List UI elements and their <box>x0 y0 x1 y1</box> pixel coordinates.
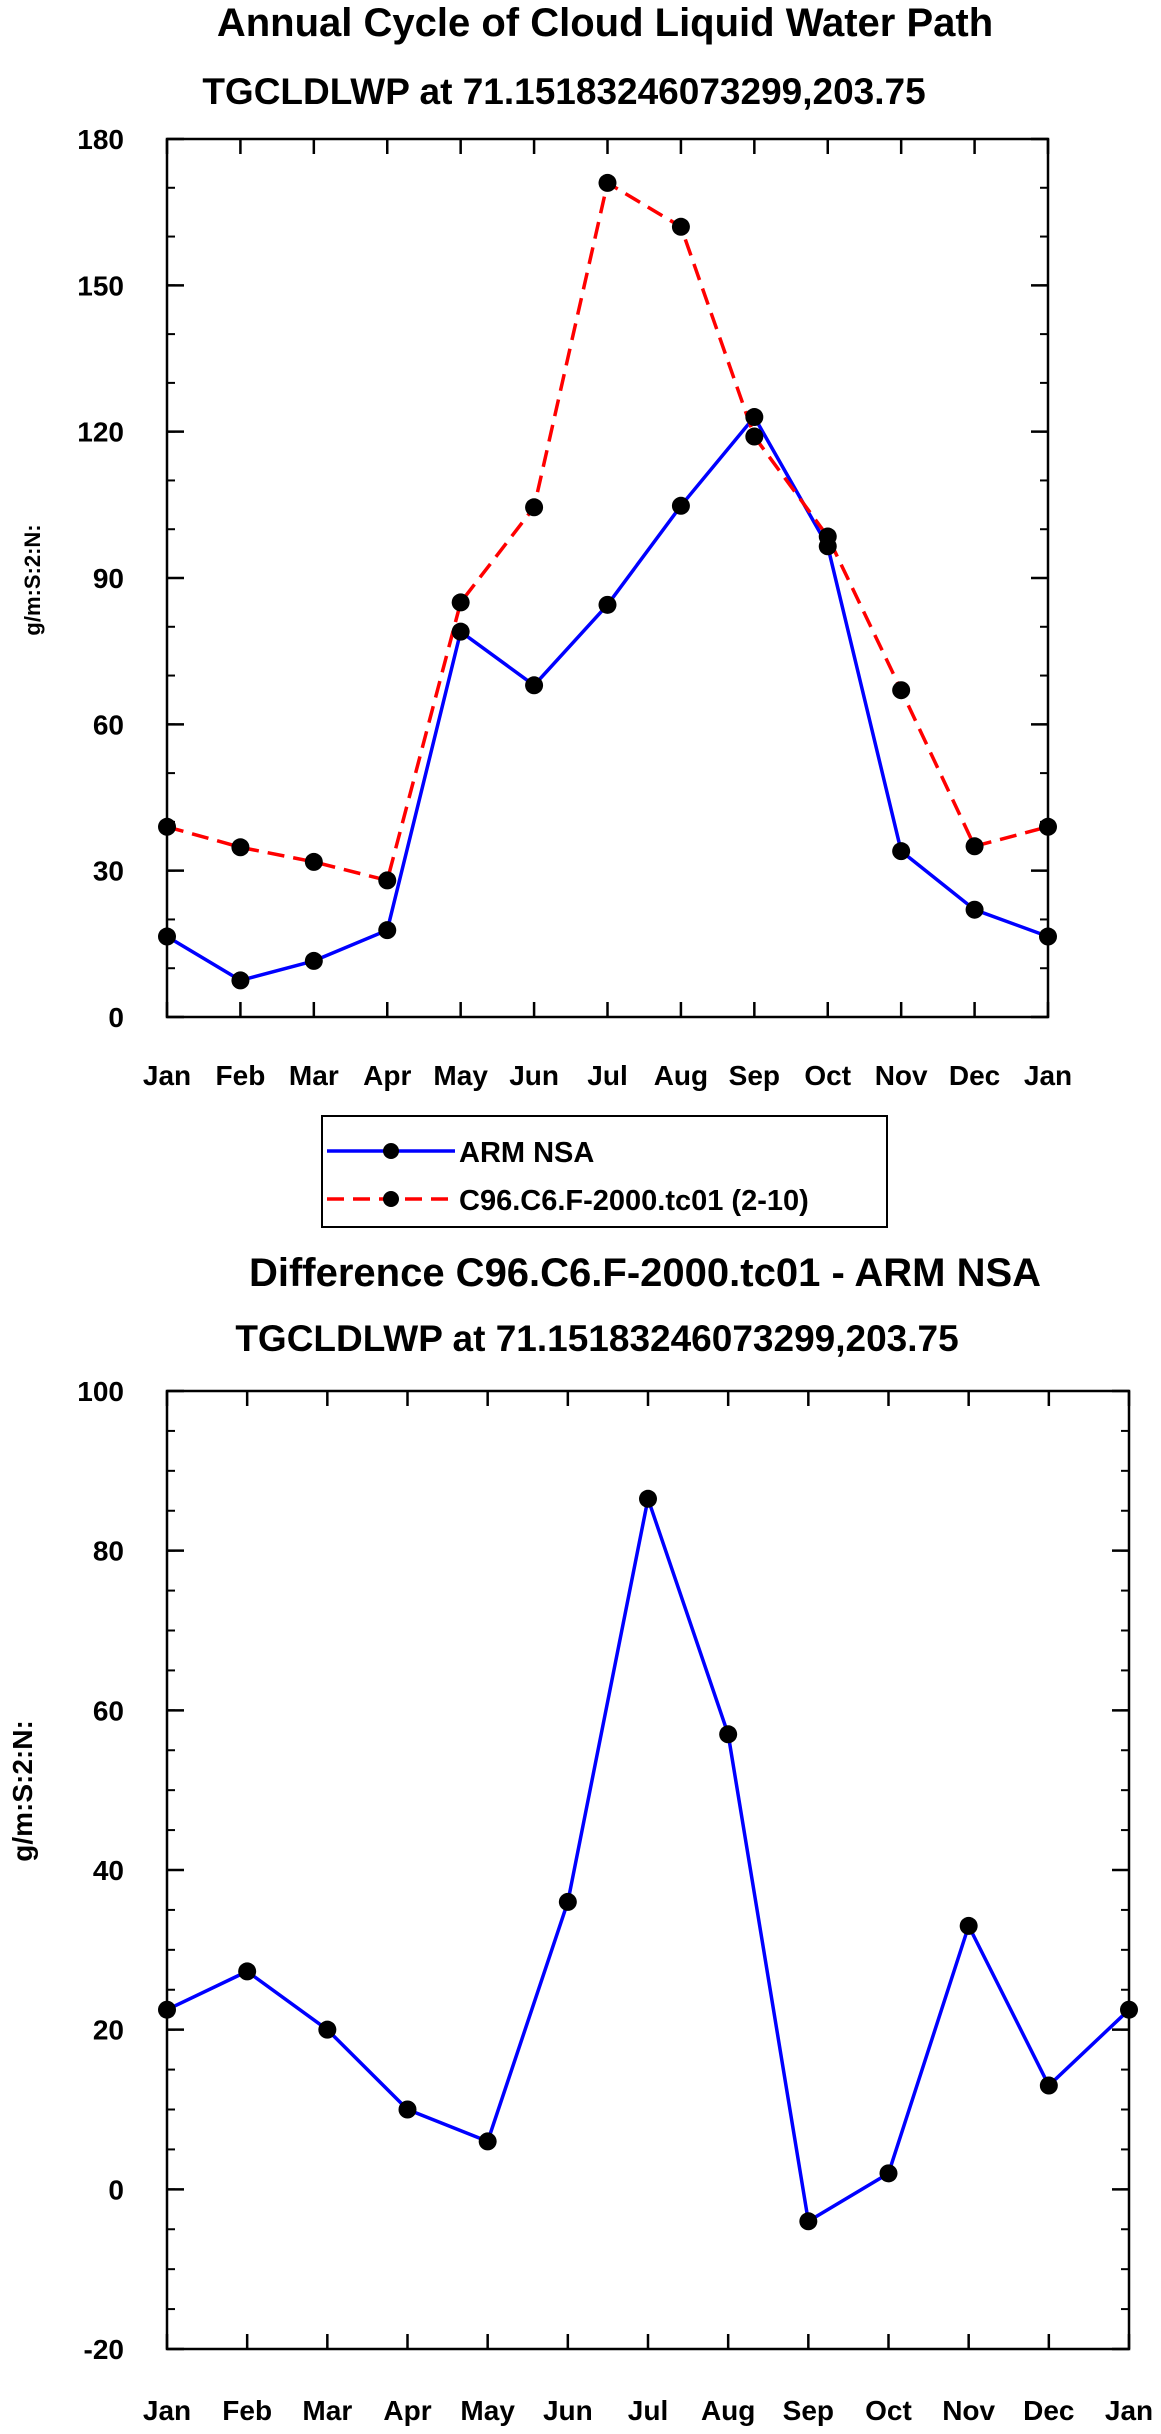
chart2-x-tick-label: Jul <box>628 2395 668 2426</box>
chart2-x-tick-label: May <box>460 2395 515 2426</box>
chart1-series-1-point <box>671 496 690 515</box>
chart1-y-tick-label: 0 <box>108 1002 124 1033</box>
chart1-series-2-point <box>598 173 617 192</box>
chart2-series-1-point <box>639 1489 657 1508</box>
chart1-series-2-point <box>378 871 397 890</box>
chart1-x-tick-label: Jan <box>143 1060 191 1091</box>
chart1-series-2-point <box>231 838 250 857</box>
chart1-x-tick-label: Apr <box>363 1060 411 1091</box>
chart2-series-1-point <box>558 1892 577 1911</box>
chart2-series-1-point <box>398 2100 417 2119</box>
chart1-plot-frame <box>165 137 1050 1019</box>
chart1-x-tick-label: Dec <box>949 1060 1000 1091</box>
legend-box <box>321 1115 888 1228</box>
chart1-y-tick-label: 150 <box>77 270 124 301</box>
chart2-x-tick-label: Oct <box>865 2395 912 2426</box>
chart1-subtitle: TGCLDLWP at 71.15183246073299,203.75 <box>202 71 925 112</box>
chart2-series-1-point <box>238 1962 257 1981</box>
chart1-x-tick-label: Feb <box>216 1060 266 1091</box>
chart1-x-tick-label: Oct <box>804 1060 851 1091</box>
chart1-x-tick-label: Jul <box>587 1060 627 1091</box>
chart2-series-1-point <box>478 2132 497 2151</box>
chart2-y-tick-label: 0 <box>108 2174 124 2205</box>
chart1-y-tick-label: 90 <box>93 563 124 594</box>
chart1-series-2-point <box>745 427 764 446</box>
chart2-title: Difference C96.C6.F-2000.tc01 - ARM NSA <box>249 1251 1041 1295</box>
chart1-series-1-point <box>1039 927 1057 946</box>
chart2-x-tick-label: Feb <box>222 2395 272 2426</box>
chart2-y-tick-label: -20 <box>84 2334 124 2365</box>
chart2-x-tick-label: Apr <box>383 2395 431 2426</box>
chart2-x-tick-label: Nov <box>942 2395 995 2426</box>
chart1-title: Annual Cycle of Cloud Liquid Water Path <box>217 1 993 45</box>
chart1-series-2-point <box>1039 817 1057 836</box>
legend-arm-nsa-label: ARM NSA <box>459 1137 594 1169</box>
chart1-series-1-point <box>231 971 250 990</box>
difference-chart: Difference C96.C6.F-2000.tc01 - ARM NSA … <box>7 1251 1153 2426</box>
chart1-series-2-point <box>671 217 690 236</box>
chart2-x-tick-label: Mar <box>302 2395 352 2426</box>
chart1-series-1-point <box>965 900 984 919</box>
chart2-x-tick-label: Sep <box>783 2395 834 2426</box>
legend-arm-nsa-marker <box>383 1143 399 1159</box>
chart2-y-tick-label: 60 <box>93 1695 124 1726</box>
chart2-y-tick-label: 80 <box>93 1536 124 1567</box>
chart1-x-tick-label: Nov <box>875 1060 928 1091</box>
chart2-series-1-point <box>879 2164 898 2183</box>
chart2-y-tick-label: 20 <box>93 2015 124 2046</box>
chart1-series-2-point <box>451 593 470 612</box>
legend-model-label: C96.C6.F-2000.tc01 (2-10) <box>459 1185 809 1217</box>
chart2-y-axis-label: g/m:S:2:N: <box>7 1720 38 1862</box>
chart2-plot-frame <box>165 1389 1131 2351</box>
chart1-series-1-point <box>598 595 617 614</box>
chart2-x-tick-label: Aug <box>701 2395 755 2426</box>
chart2-series-1-point <box>1039 2076 1058 2095</box>
chart1-y-tick-label: 30 <box>93 856 124 887</box>
chart1-x-tick-label: Jan <box>1024 1060 1072 1091</box>
chart2-x-tick-label: Jun <box>543 2395 593 2426</box>
chart1-series-1-point <box>378 921 397 940</box>
chart1-x-tick-label: Aug <box>654 1060 708 1091</box>
chart2-x-tick-label: Dec <box>1023 2395 1074 2426</box>
chart1-series-1-point <box>158 927 176 946</box>
chart2-y-tick-label: 40 <box>93 1855 124 1886</box>
chart2-series-1-point <box>318 2020 337 2039</box>
chart2-x-tick-label: Jan <box>143 2395 191 2426</box>
chart1-x-tick-label: Mar <box>289 1060 339 1091</box>
chart1-series-2-point <box>158 817 176 836</box>
chart1-x-tick-label: Sep <box>729 1060 780 1091</box>
chart2-series-1-point <box>799 2212 818 2231</box>
chart1-series-1-point <box>745 408 764 427</box>
chart2-x-tick-label: Jan <box>1105 2395 1153 2426</box>
chart2-y-tick-label: 100 <box>77 1376 124 1407</box>
chart2-series-1-point <box>1120 2000 1138 2019</box>
chart1-series-1-line <box>166 415 1049 983</box>
chart1-series-1-point <box>451 622 470 641</box>
chart1-series-2-line <box>166 181 1049 883</box>
chart1-y-axis-label: g/m:S:2:N: <box>20 524 45 635</box>
annual-cycle-chart: Annual Cycle of Cloud Liquid Water Path … <box>20 1 1072 1091</box>
chart1-series-2-point <box>965 837 984 856</box>
legend-model-marker <box>383 1191 399 1207</box>
chart1-series-1-point <box>304 951 323 970</box>
chart1-x-tick-label: May <box>433 1060 488 1091</box>
chart1-series-1-point <box>892 842 911 861</box>
chart2-series-1-line <box>166 1497 1131 2224</box>
chart1-series-2-point <box>892 681 911 700</box>
chart1-y-tick-label: 60 <box>93 709 124 740</box>
chart1-series-2-point <box>525 498 544 517</box>
chart1-series-2-point <box>304 852 323 871</box>
chart1-series-2-point <box>818 527 837 546</box>
chart1-y-tick-label: 180 <box>77 124 124 155</box>
chart1-y-tick-label: 120 <box>77 417 124 448</box>
chart2-series-1-point <box>719 1725 738 1744</box>
chart1-x-tick-label: Jun <box>509 1060 559 1091</box>
chart2-series-1-point <box>158 2000 176 2019</box>
chart1-series-1-point <box>525 676 544 695</box>
chart1-legend: ARM NSA C96.C6.F-2000.tc01 (2-10) <box>321 1115 888 1228</box>
chart2-subtitle: TGCLDLWP at 71.15183246073299,203.75 <box>235 1318 958 1359</box>
chart2-series-1-point <box>959 1916 978 1935</box>
